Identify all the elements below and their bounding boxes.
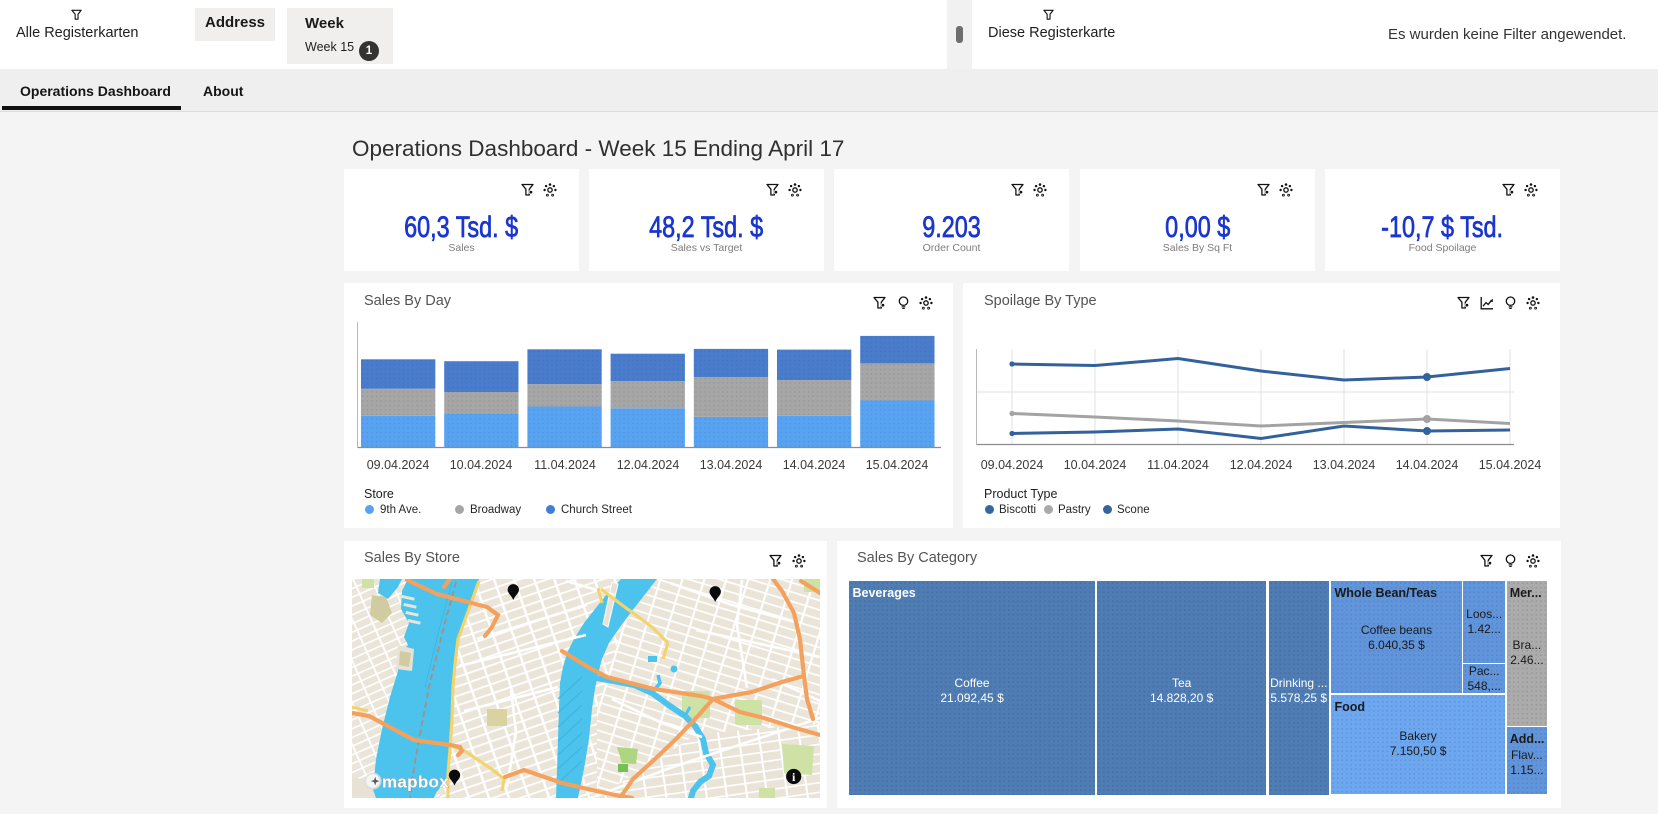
- svg-text:i: i: [792, 770, 796, 784]
- svg-text:mapbox: mapbox: [382, 773, 449, 792]
